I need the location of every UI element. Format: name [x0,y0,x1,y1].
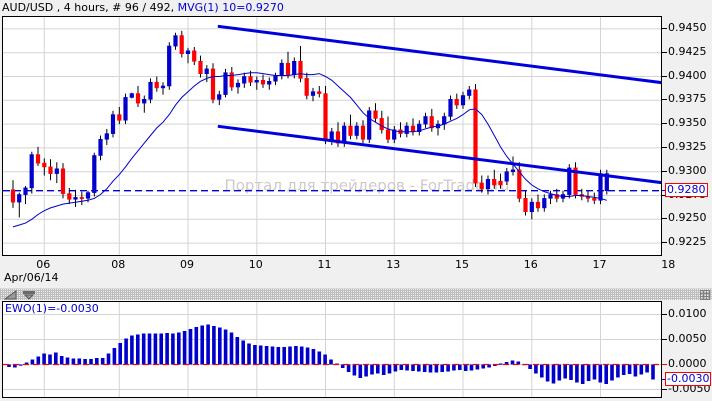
ewo-tick-label: -0.0050 [668,381,711,395]
price-tick-label: 0.9450 [668,20,707,34]
resize-grip-icon[interactable] [700,290,710,300]
time-tick-label: 16 [523,258,538,271]
price-tick-mark [662,146,667,148]
price-tick-mark [662,51,667,53]
ewo-tick-label: 0.0050 [668,331,707,345]
price-tick-mark [662,27,667,29]
ewo-axis-scale[interactable]: 0.0100 0.0050 0.0000 -0.0050 -0.0030 [662,301,712,398]
price-tick-label: 0.9300 [668,163,707,177]
ewo-indicator-pane[interactable]: EWO(1)=-0.0030 [2,301,662,398]
time-tick-label: 13 [386,258,401,271]
chart-symbol-title: AUD/USD , 4 hours, # 96 / 492, [2,1,175,14]
chart-mvg-title: MVG(1) 10=0.9270 [177,1,284,14]
ewo-value-tag[interactable]: -0.0030 [665,371,712,386]
price-tick-label: 0.9250 [668,211,707,225]
price-tick-mark [662,123,667,125]
ewo-indicator-label: EWO(1)=-0.0030 [5,302,99,315]
ewo-tick-mark [662,363,667,365]
time-tick-label: 08 [111,258,126,271]
price-tick-mark [662,194,667,196]
ewo-tick-label: 0.0000 [668,356,707,370]
time-tick-label: 17 [592,258,607,271]
svg-text:Портал для трейдеров - ForTrad: Портал для трейдеров - ForTrader.ru [224,176,509,194]
ewo-tag-stub [662,378,666,380]
collapse-pane-icon[interactable] [22,290,36,300]
time-tick-label: 10 [248,258,263,271]
price-tick-mark [662,170,667,172]
price-tick-label: 0.9350 [668,116,707,130]
ewo-tick-mark [662,388,667,390]
price-tick-mark [662,75,667,77]
price-tag-stub [662,189,666,191]
price-tick-mark [662,242,667,244]
time-tick-label: 18 [661,258,676,271]
price-tick-label: 0.9325 [668,139,707,153]
chart-title-bar: AUD/USD , 4 hours, # 96 / 492, MVG(1) 10… [0,1,712,16]
price-tick-mark [662,99,667,101]
price-plot: Портал для трейдеров - ForTrader.ru [3,17,661,255]
pane-splitter[interactable] [0,288,712,300]
price-tick-label: 0.9400 [668,68,707,82]
price-tick-label: 0.9375 [668,92,707,106]
price-tick-label: 0.9425 [668,44,707,58]
ewo-plot [3,302,661,397]
time-tick-label: 15 [455,258,469,271]
price-chart-pane[interactable]: Портал для трейдеров - ForTrader.ru [2,16,662,256]
time-axis: 0608091011131516171820222324252729 [2,257,675,273]
current-price-tag[interactable]: 0.9280 [665,182,708,197]
ewo-tick-label: 0.0100 [668,306,707,320]
ewo-tick-mark [662,313,667,315]
chart-start-date: Apr/06/14 [4,271,59,284]
price-tick-mark [662,218,667,220]
price-axis-scale[interactable]: 0.9450 0.9425 0.9400 0.9375 0.9350 0.9325 0.93… [662,16,712,256]
time-tick-label: 11 [317,258,332,271]
price-tick-label: 0.9225 [668,235,707,249]
time-tick-label: 09 [180,258,194,271]
trendline-tool-icon[interactable] [4,290,18,300]
ewo-tick-mark [662,338,667,340]
time-tick-label: 06 [36,258,51,271]
